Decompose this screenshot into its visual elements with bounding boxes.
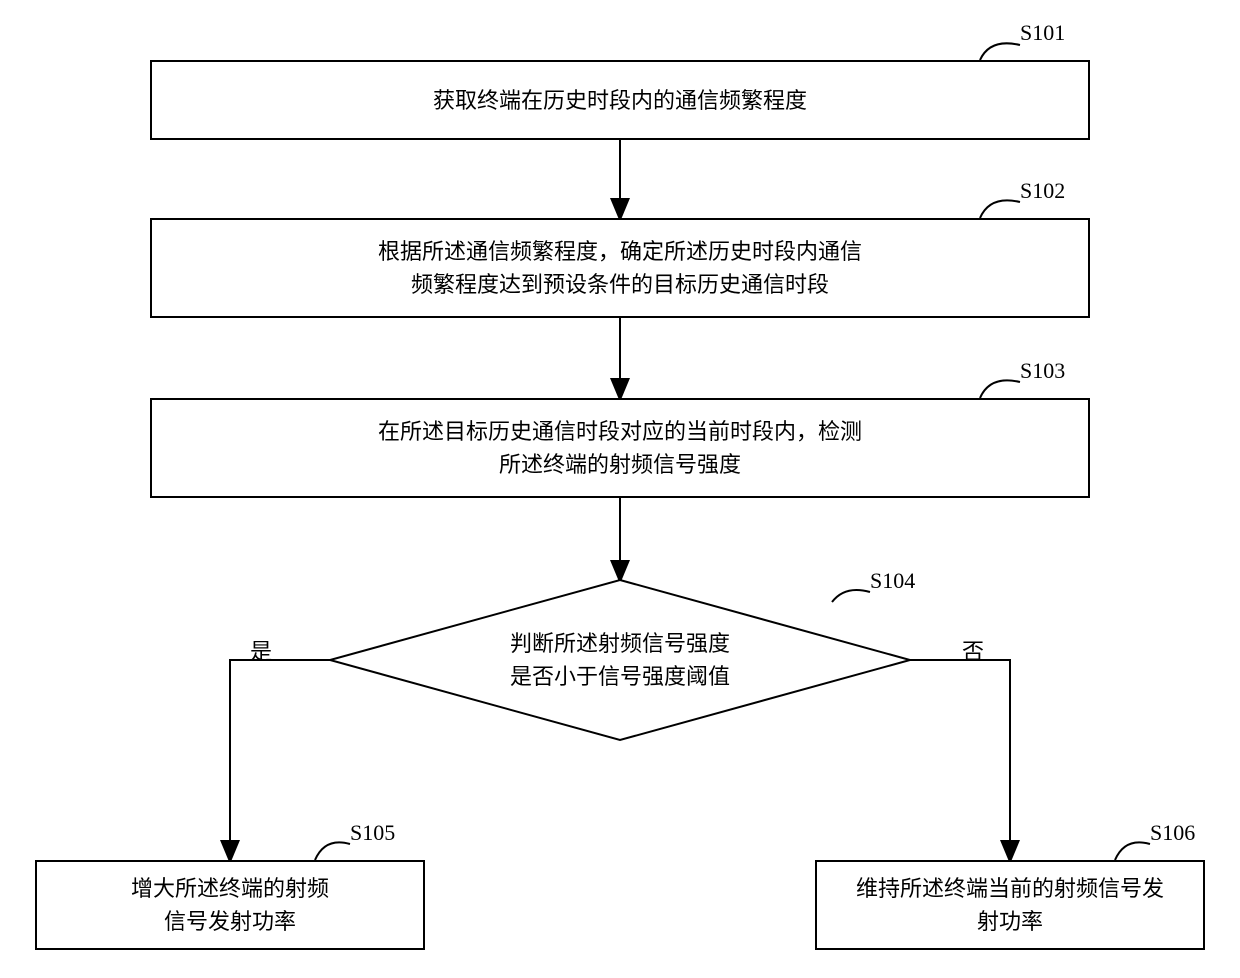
flowchart-canvas: 获取终端在历史时段内的通信频繁程度 S101 根据所述通信频繁程度，确定所述历史… — [0, 0, 1240, 978]
decision-s104-text: 判断所述射频信号强度是否小于信号强度阈值 — [330, 627, 910, 693]
step-s105-text: 增大所述终端的射频信号发射功率 — [131, 872, 329, 938]
step-s102: 根据所述通信频繁程度，确定所述历史时段内通信频繁程度达到预设条件的目标历史通信时… — [150, 218, 1090, 318]
edge-label-yes: 是 — [250, 634, 272, 666]
step-label-s106: S106 — [1150, 820, 1195, 846]
step-s106-text: 维持所述终端当前的射频信号发射功率 — [856, 872, 1164, 938]
step-label-s101: S101 — [1020, 20, 1065, 46]
decision-s104: 判断所述射频信号强度是否小于信号强度阈值 — [330, 580, 910, 740]
step-label-s103: S103 — [1020, 358, 1065, 384]
step-label-s104: S104 — [870, 568, 915, 594]
step-s106: 维持所述终端当前的射频信号发射功率 — [815, 860, 1205, 950]
step-s101: 获取终端在历史时段内的通信频繁程度 — [150, 60, 1090, 140]
step-s101-text: 获取终端在历史时段内的通信频繁程度 — [433, 84, 807, 117]
step-s103: 在所述目标历史通信时段对应的当前时段内，检测所述终端的射频信号强度 — [150, 398, 1090, 498]
step-s105: 增大所述终端的射频信号发射功率 — [35, 860, 425, 950]
step-label-s105: S105 — [350, 820, 395, 846]
step-s103-text: 在所述目标历史通信时段对应的当前时段内，检测所述终端的射频信号强度 — [378, 415, 862, 481]
edge-label-no: 否 — [962, 634, 984, 666]
step-s102-text: 根据所述通信频繁程度，确定所述历史时段内通信频繁程度达到预设条件的目标历史通信时… — [378, 235, 862, 301]
step-label-s102: S102 — [1020, 178, 1065, 204]
